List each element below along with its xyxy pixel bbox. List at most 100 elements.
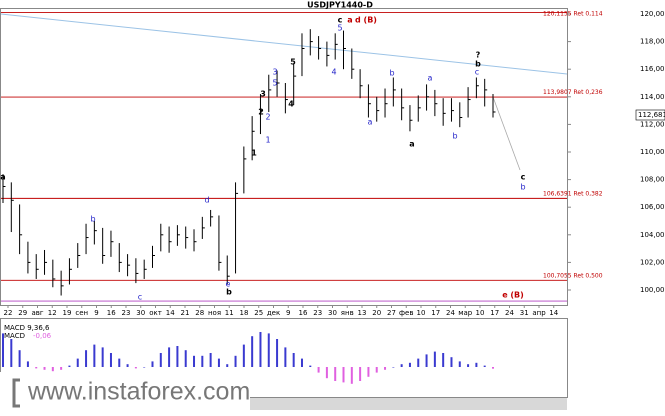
y-tick-label: 112,000 xyxy=(640,120,665,128)
x-tick-label: 16 xyxy=(107,309,116,317)
x-tick-label: окт xyxy=(149,309,162,317)
x-tick-label: 10 xyxy=(476,309,485,317)
macd-bar xyxy=(450,357,453,367)
macd-bar xyxy=(109,353,112,367)
wave-label: c xyxy=(475,68,479,77)
x-tick-label: 31 xyxy=(520,309,529,317)
macd-bar xyxy=(467,364,470,367)
x-tick-label: сен xyxy=(75,309,88,317)
macd-bar xyxy=(143,367,146,368)
macd-bar xyxy=(417,358,420,367)
y-tick-label: 108,000 xyxy=(640,176,665,184)
x-tick-label: 22 xyxy=(4,309,13,317)
scroll-strip xyxy=(250,398,567,410)
x-tick-label: 11 xyxy=(225,309,234,317)
chart-title: USDJPY1440-D xyxy=(307,1,373,10)
x-tick-label: янв xyxy=(341,309,354,317)
y-tick-label: 118,000 xyxy=(640,38,665,46)
macd-bar xyxy=(226,364,229,367)
macd-bar xyxy=(101,347,104,367)
price-box xyxy=(635,109,665,121)
macd-frame xyxy=(0,318,568,398)
wave-label: 4 xyxy=(331,68,336,77)
wave-label: 1 xyxy=(265,136,270,145)
macd-bar xyxy=(267,333,270,367)
macd-bar xyxy=(10,339,13,367)
x-tick-label: 23 xyxy=(122,309,131,317)
wave-label: a xyxy=(347,16,352,25)
x-tick-label: 9 xyxy=(94,309,98,317)
macd-title: MACD 9,36,6 xyxy=(4,324,50,332)
macd-bar xyxy=(85,350,88,367)
x-tick-label: 24 xyxy=(505,309,514,317)
y-tick-label: 100,000 xyxy=(640,286,665,294)
x-tick-label: 12 xyxy=(48,309,57,317)
wave-label: 5 xyxy=(337,24,342,33)
macd-bar xyxy=(433,351,436,367)
trend-line xyxy=(0,13,568,75)
y-tick-label: 110,000 xyxy=(640,148,665,156)
macd-bar xyxy=(367,367,370,377)
wave-label: 3 xyxy=(272,68,277,77)
y-tick-label: 116,000 xyxy=(640,65,665,73)
macd-bar xyxy=(284,347,287,367)
wave-label: d (B) xyxy=(355,16,377,25)
y-tick-label: 120,000 xyxy=(640,10,665,18)
macd-bar xyxy=(334,367,337,381)
wave-label: c xyxy=(138,293,142,302)
macd-bar xyxy=(184,350,187,367)
wave-label: 5 xyxy=(290,58,296,67)
x-tick-label: 29 xyxy=(18,309,27,317)
y-tick-label: 106,000 xyxy=(640,203,665,211)
x-tick-label: 19 xyxy=(63,309,72,317)
x-tick-label: 27 xyxy=(387,309,396,317)
x-tick-label: 16 xyxy=(299,309,308,317)
wave-label: a xyxy=(409,140,414,149)
wave-label: 3 xyxy=(260,90,266,99)
macd-bar xyxy=(168,347,171,367)
x-tick-label: мар xyxy=(458,309,473,317)
macd-bar xyxy=(68,365,71,367)
macd-bar xyxy=(2,333,4,367)
macd-bar xyxy=(251,336,254,367)
macd-bar xyxy=(276,339,279,367)
x-tick-label: 20 xyxy=(372,309,381,317)
macd-bar xyxy=(342,367,345,383)
macd-bar xyxy=(134,367,137,369)
macd-bar xyxy=(309,365,312,367)
x-tick-label: апр xyxy=(532,309,546,317)
x-tick-label: 30 xyxy=(328,309,337,317)
level-label: 113,9807 Ret 0,236 xyxy=(543,89,603,96)
projection-line xyxy=(492,96,521,171)
x-tick-label: 17 xyxy=(490,309,499,317)
x-tick-label: дек xyxy=(267,309,280,317)
x-tick-label: 9 xyxy=(286,309,290,317)
macd-bar xyxy=(350,367,353,384)
wave-label: b xyxy=(90,215,95,224)
wave-label: a xyxy=(428,74,433,83)
macd-bar xyxy=(425,354,428,367)
x-tick-label: 10 xyxy=(417,309,426,317)
macd-bar xyxy=(492,367,494,369)
x-tick-label: 28 xyxy=(195,309,204,317)
level-label: 100,7055 Ret 0,500 xyxy=(543,272,603,279)
macd-bar xyxy=(359,367,362,381)
wave-label: c xyxy=(338,16,343,25)
wave-label: 2 xyxy=(258,108,264,117)
y-tick-label: 104,000 xyxy=(640,231,665,239)
x-tick-label: 18 xyxy=(240,309,249,317)
macd-bar xyxy=(458,361,461,367)
x-tick-label: 14 xyxy=(166,309,175,317)
macd-bar xyxy=(76,358,79,367)
wave-label: e (B) xyxy=(502,291,524,300)
macd-name: MACD xyxy=(4,332,25,340)
x-tick-label: 25 xyxy=(254,309,263,317)
x-tick-label: фев xyxy=(399,309,413,317)
banner: www.instaforex.com xyxy=(0,372,250,412)
x-tick-label: 30 xyxy=(136,309,145,317)
macd-bar xyxy=(392,367,395,368)
price-frame xyxy=(0,8,568,306)
wave-label: b xyxy=(520,183,525,192)
macd-bar xyxy=(483,365,486,367)
macd-bar xyxy=(126,364,129,367)
